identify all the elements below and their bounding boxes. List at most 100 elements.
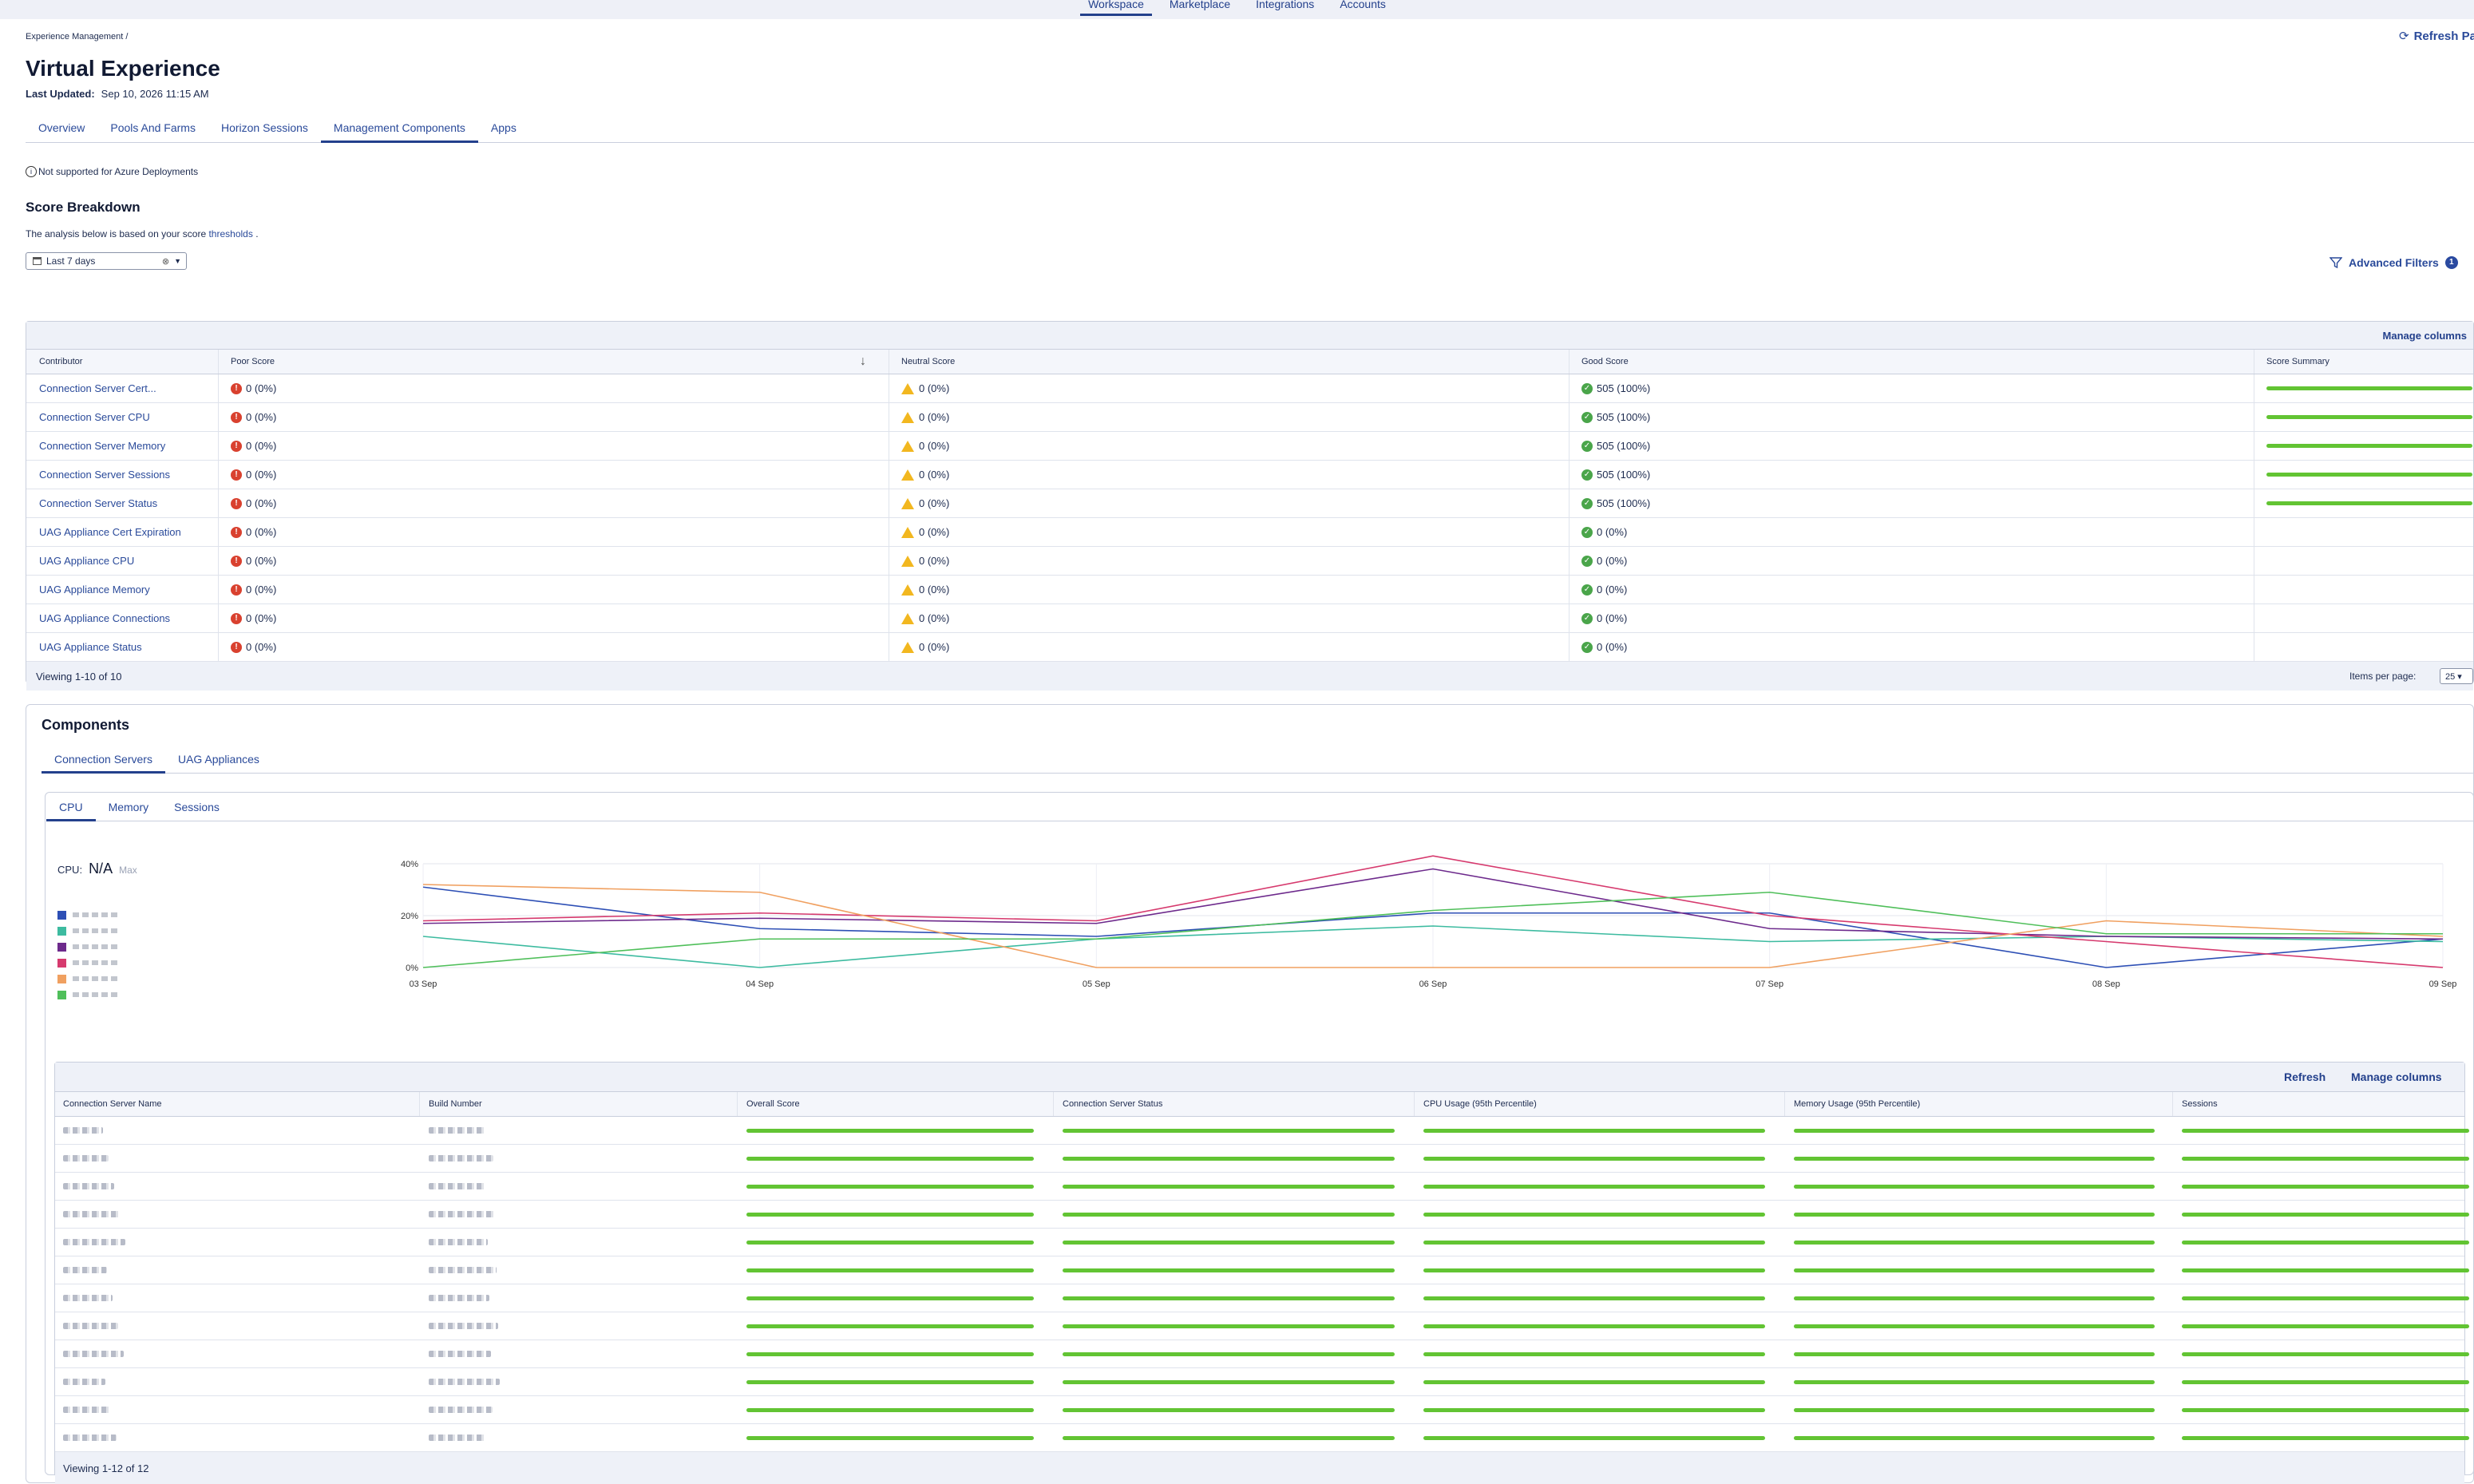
table-row[interactable] [55,1424,2469,1452]
tab-uag-appliances[interactable]: UAG Appliances [177,753,259,766]
contributor-link[interactable]: UAG Appliance Connections [39,612,171,624]
contributor-link[interactable]: UAG Appliance Memory [39,584,150,596]
advanced-filters-button[interactable]: Advanced Filters 1 [2330,256,2458,269]
tab-management-components[interactable]: Management Components [320,117,478,143]
nav-workspace[interactable]: Workspace [1075,0,1157,19]
servers-manage-columns-button[interactable]: Manage columns [2351,1070,2442,1083]
table-row[interactable] [55,1229,2469,1256]
score-bar-cell [1423,1340,1765,1367]
score-bar-cell [746,1229,1034,1256]
table-row[interactable] [55,1173,2469,1201]
tab-overview[interactable]: Overview [38,121,85,134]
table-row[interactable] [55,1256,2469,1284]
contributor-link[interactable]: Connection Server Memory [39,440,166,452]
series-line[interactable] [422,884,2444,968]
column-score-summary[interactable]: Score Summary [2266,357,2330,366]
contributor-link[interactable]: Connection Server Sessions [39,469,171,481]
score-bar-cell [746,1256,1034,1284]
score-bar-cell [1423,1173,1765,1200]
chevron-down-icon[interactable]: ▼ [174,257,181,265]
score-bar-cell [1063,1284,1395,1312]
error-icon: ! [231,411,242,423]
score-bar-cell [2182,1201,2469,1228]
contributor-link[interactable]: Connection Server CPU [39,411,150,423]
series-line[interactable] [422,891,2443,968]
score-rows: Connection Server Cert... ! 0 (0%) 0 (0%) ✓ 5… [26,374,2473,662]
tab-apps[interactable]: Apps [490,121,517,134]
column-header[interactable]: Memory Usage (95th Percentile) [1794,1099,1921,1109]
table-row[interactable] [55,1396,2469,1424]
legend-item[interactable] [57,939,121,955]
poor-score-cell: ! 0 (0%) [231,489,276,517]
series-line[interactable] [422,868,2444,940]
column-header[interactable]: CPU Usage (95th Percentile) [1423,1099,1537,1109]
manage-columns-button[interactable]: Manage columns [2382,330,2467,342]
column-header[interactable]: Sessions [2182,1099,2218,1109]
legend-item[interactable] [57,907,121,923]
column-neutral-score[interactable]: Neutral Score [901,357,956,366]
score-bar-cell [746,1201,1034,1228]
score-bar-cell [1794,1368,2155,1395]
tab-sessions[interactable]: Sessions [174,801,220,813]
thresholds-link[interactable]: thresholds [208,228,253,239]
nav-marketplace[interactable]: Marketplace [1169,0,1231,10]
table-row[interactable] [55,1201,2469,1229]
table-row[interactable] [55,1312,2469,1340]
column-header[interactable]: Overall Score [746,1099,800,1109]
legend-item[interactable] [57,987,121,1003]
score-bar [746,1156,1034,1161]
score-bar [1794,1324,2155,1328]
refresh-button[interactable]: Refresh [2284,1070,2326,1083]
tab-cpu[interactable]: CPU [46,795,96,821]
column-header[interactable]: Connection Server Name [63,1099,162,1109]
nav-accounts[interactable]: Accounts [1340,0,1386,10]
column-header[interactable]: Build Number [429,1099,482,1109]
table-row[interactable] [55,1117,2469,1145]
tab-horizon-sessions[interactable]: Horizon Sessions [220,121,308,134]
main-tabs: Overview Pools And Farms Horizon Session… [26,117,2474,143]
good-score-value: 505 (100%) [1597,411,1651,423]
page-title: Virtual Experience [26,56,220,81]
contributor-link[interactable]: UAG Appliance Status [39,641,142,653]
warning-icon [901,641,914,653]
score-bar [1063,1184,1395,1189]
table-row[interactable] [55,1145,2469,1173]
legend-item[interactable] [57,923,121,939]
servers-footer: Viewing 1-12 of 12 [55,1452,2464,1484]
servers-viewing-count: Viewing 1-12 of 12 [63,1462,149,1474]
score-bar [1794,1156,2155,1161]
tab-connection-servers[interactable]: Connection Servers [42,747,165,774]
table-row[interactable] [55,1368,2469,1396]
column-contributor[interactable]: Contributor [39,357,83,366]
good-score-cell: ✓ 505 (100%) [1581,403,1650,431]
tab-memory[interactable]: Memory [108,801,149,813]
nav-integrations[interactable]: Integrations [1256,0,1315,10]
contributor-link[interactable]: UAG Appliance CPU [39,555,135,567]
table-row[interactable] [55,1340,2469,1368]
series-line[interactable] [422,855,2444,968]
series-line[interactable] [422,886,2444,968]
date-range-select[interactable]: Last 7 days ⊗ ▼ [26,252,187,270]
component-tabs: Connection Servers UAG Appliances [42,747,2474,774]
legend-item[interactable] [57,955,121,971]
metric-tabs: CPU Memory Sessions [46,795,2474,821]
x-tick-label: 04 Sep [746,979,774,989]
column-good-score[interactable]: Good Score [1581,357,1629,366]
score-summary-bar [2266,386,2472,390]
score-bar-cell [1794,1145,2155,1172]
tab-pools-and-farms[interactable]: Pools And Farms [110,121,196,134]
azure-notice: i Not supported for Azure Deployments [26,166,198,177]
sort-arrow-icon[interactable]: ↓ [860,354,866,368]
contributor-link[interactable]: Connection Server Status [39,497,158,509]
table-row[interactable] [55,1284,2469,1312]
refresh-page-button[interactable]: ⟳ Refresh Pag [2399,29,2474,43]
contributor-link[interactable]: Connection Server Cert... [39,382,156,394]
breadcrumb[interactable]: Experience Management / [26,32,129,42]
items-per-page-select[interactable]: 25 ▾ [2440,668,2473,684]
legend-item[interactable] [57,971,121,987]
column-poor-score[interactable]: Poor Score [231,357,275,366]
contributor-link[interactable]: UAG Appliance Cert Expiration [39,526,181,538]
clear-icon[interactable]: ⊗ [161,256,170,267]
column-header[interactable]: Connection Server Status [1063,1099,1163,1109]
neutral-score-cell: 0 (0%) [901,461,949,489]
